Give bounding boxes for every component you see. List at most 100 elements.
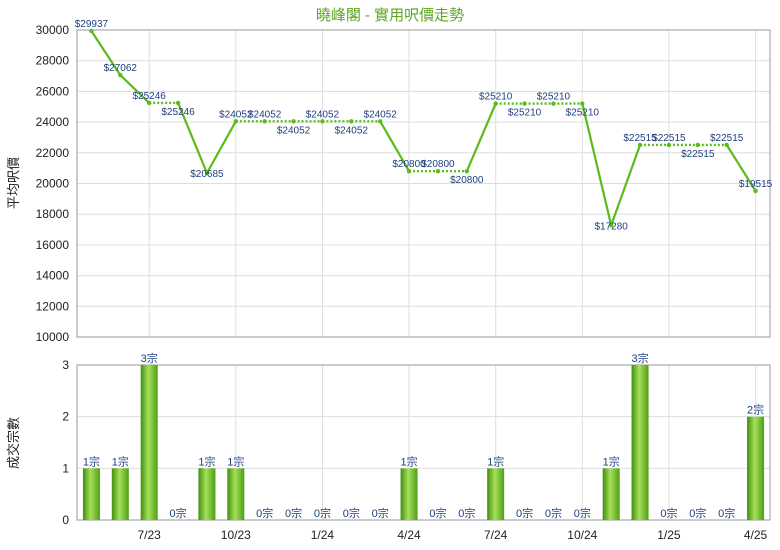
price-data-label: $25210 — [508, 108, 542, 119]
price-data-label: $22515 — [623, 133, 657, 144]
price-data-label: $22515 — [652, 133, 686, 144]
x-tick-label: 4/25 — [744, 528, 768, 542]
price-line-segment — [177, 102, 208, 174]
price-data-label: $29937 — [75, 19, 109, 30]
price-point — [464, 169, 470, 174]
x-tick-label: 7/24 — [484, 528, 508, 542]
transactions-panel: 0 1 2 3 7/23 10/23 1/24 4/24 7/24 10/24 1/25 4/25 1宗… — [62, 351, 771, 542]
price-point — [695, 142, 701, 148]
transaction-count-label: 0宗 — [429, 506, 446, 520]
line-plot-frame — [76, 29, 771, 338]
price-point — [320, 119, 325, 124]
transaction-bar — [487, 468, 505, 520]
bar-y-tick-label: 1 — [62, 461, 69, 475]
price-point — [146, 100, 152, 106]
price-data-label: $20685 — [190, 169, 224, 180]
price-data-label: $24052 — [306, 109, 340, 120]
price-panel: 10000 12000 14000 16000 18000 20000 22000 24000… — [36, 19, 773, 344]
line-y-tick-label: 10000 — [36, 330, 70, 344]
bar-plot-frame — [76, 364, 771, 521]
transaction-bar — [111, 468, 129, 520]
transaction-count-label: 2宗 — [747, 403, 764, 417]
transaction-bar — [400, 468, 418, 520]
line-y-tick-label: 24000 — [36, 115, 70, 129]
transaction-count-label: 3宗 — [141, 351, 158, 365]
x-tick-label: 10/24 — [567, 528, 597, 542]
transaction-count-label: 0宗 — [660, 506, 677, 520]
transaction-count-label: 0宗 — [314, 506, 331, 520]
transaction-count-label: 0宗 — [285, 506, 302, 520]
price-line-segment — [725, 144, 757, 192]
transaction-count-label: 0宗 — [343, 506, 360, 520]
price-line-segment — [119, 74, 150, 104]
transaction-count-label: 0宗 — [574, 506, 591, 520]
x-tick-label: 1/24 — [311, 528, 335, 542]
price-point — [493, 101, 498, 106]
price-point — [580, 101, 585, 106]
line-y-tick-label: 20000 — [36, 177, 70, 191]
transaction-bar — [602, 468, 620, 520]
price-data-label: $25210 — [479, 92, 513, 103]
x-tick-label: 10/23 — [221, 528, 251, 542]
price-point — [175, 100, 181, 106]
transaction-bar — [747, 416, 765, 520]
transaction-bar — [198, 468, 216, 520]
line-y-tick-label: 16000 — [36, 238, 70, 252]
price-point — [349, 119, 354, 124]
price-point — [377, 119, 383, 124]
price-data-label: $20800 — [421, 159, 455, 170]
transaction-count-label: 0宗 — [170, 506, 187, 520]
transaction-count-label: 0宗 — [545, 506, 562, 520]
transaction-count-label: 0宗 — [689, 506, 706, 520]
price-data-label: $20800 — [392, 159, 426, 170]
line-y-tick-label: 28000 — [36, 54, 70, 68]
price-data-label: $24052 — [248, 109, 282, 120]
price-point — [435, 169, 441, 174]
price-point — [753, 188, 758, 194]
price-data-label: $24052 — [335, 125, 369, 136]
line-y-tick-label: 30000 — [36, 23, 70, 37]
price-data-label: $24052 — [364, 109, 398, 120]
transaction-count-label: 1宗 — [112, 454, 129, 468]
price-data-label: $25246 — [133, 91, 167, 102]
transaction-count-label: 1宗 — [198, 454, 215, 468]
transaction-count-label: 3宗 — [632, 351, 649, 365]
price-line-segment — [205, 120, 237, 174]
line-y-axis-title: 平均呎價 — [6, 157, 21, 209]
bar-y-tick-label: 2 — [62, 410, 69, 424]
transaction-count-label: 1宗 — [603, 454, 620, 468]
x-tick-label: 1/25 — [657, 528, 681, 542]
bar-y-axis-title: 成交宗數 — [6, 417, 21, 469]
price-line-segment — [581, 103, 613, 226]
price-point — [522, 101, 527, 106]
price-line-segment — [465, 103, 497, 172]
transaction-count-label: 1宗 — [83, 454, 100, 468]
line-y-tick-label: 18000 — [36, 207, 70, 221]
line-y-tick-label: 26000 — [36, 84, 70, 98]
price-point — [291, 119, 296, 124]
transaction-count-label: 0宗 — [718, 506, 735, 520]
price-point — [406, 169, 412, 174]
x-tick-label: 7/23 — [138, 528, 162, 542]
bar-y-tick-label: 0 — [62, 513, 69, 527]
price-point — [637, 142, 643, 148]
price-point — [233, 119, 239, 124]
bar-y-tick-label: 3 — [62, 358, 69, 372]
price-point — [551, 101, 556, 106]
price-point — [724, 142, 729, 148]
line-y-tick-label: 22000 — [36, 146, 70, 160]
price-point — [89, 28, 94, 34]
price-data-label: $25246 — [161, 107, 195, 118]
line-y-tick-label: 12000 — [36, 299, 70, 313]
transaction-bar — [227, 468, 245, 520]
price-data-label: $25210 — [537, 92, 571, 103]
transaction-bar — [140, 365, 158, 520]
transaction-bar — [631, 365, 649, 520]
chart-title: 曉峰閣 - 實用呎價走勢 — [316, 6, 464, 24]
price-data-label: $24052 — [219, 109, 253, 120]
transaction-count-label: 0宗 — [256, 506, 273, 520]
price-data-label: $19515 — [739, 179, 773, 190]
price-data-label: $25210 — [566, 108, 600, 119]
transaction-count-label: 1宗 — [401, 454, 418, 468]
